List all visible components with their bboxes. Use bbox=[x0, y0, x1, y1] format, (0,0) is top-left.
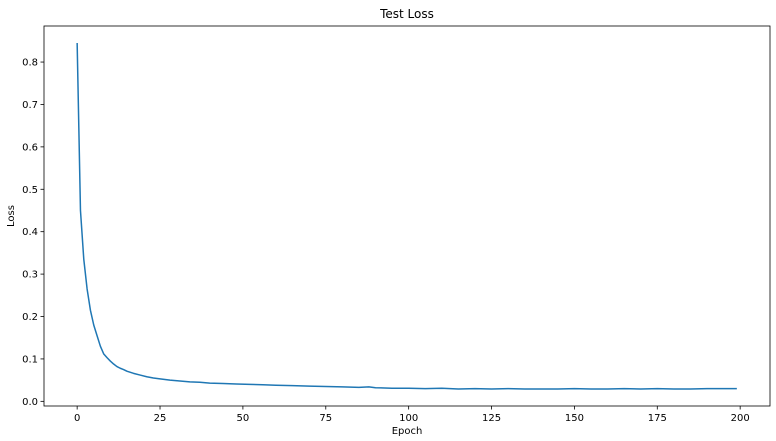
x-tick-label: 200 bbox=[731, 413, 750, 424]
loss-series-line bbox=[76, 42, 737, 390]
y-axis: 0.0 0.1 0.2 0.3 0.4 0.5 0.6 0.7 0.8 bbox=[22, 58, 44, 408]
x-tick-label: 50 bbox=[237, 413, 250, 424]
y-tick-label: 0.1 bbox=[22, 354, 38, 365]
x-tick-label: 125 bbox=[482, 413, 501, 424]
plot-frame bbox=[43, 25, 771, 407]
y-tick-label: 0.7 bbox=[22, 100, 38, 111]
x-tick-label: 75 bbox=[319, 413, 332, 424]
y-tick-label: 0.2 bbox=[22, 312, 38, 323]
y-tick-label: 0.8 bbox=[22, 58, 38, 69]
x-axis-label: Epoch bbox=[392, 426, 423, 437]
x-tick-label: 100 bbox=[399, 413, 418, 424]
plot-series bbox=[76, 42, 737, 390]
x-tick-label: 150 bbox=[565, 413, 584, 424]
x-tick-label: 25 bbox=[154, 413, 167, 424]
y-tick-label: 0.5 bbox=[22, 185, 38, 196]
y-axis-label: Loss bbox=[6, 205, 17, 227]
x-tick-label: 175 bbox=[648, 413, 667, 424]
y-tick-label: 0.4 bbox=[22, 227, 38, 238]
y-tick-label: 0.6 bbox=[22, 142, 38, 153]
x-tick-label: 0 bbox=[74, 413, 80, 424]
y-tick-label: 0.0 bbox=[22, 397, 38, 408]
x-axis: 0 25 50 75 100 125 150 175 200 bbox=[74, 406, 750, 424]
chart-title: Test Loss bbox=[379, 7, 434, 21]
y-tick-label: 0.3 bbox=[22, 270, 38, 281]
